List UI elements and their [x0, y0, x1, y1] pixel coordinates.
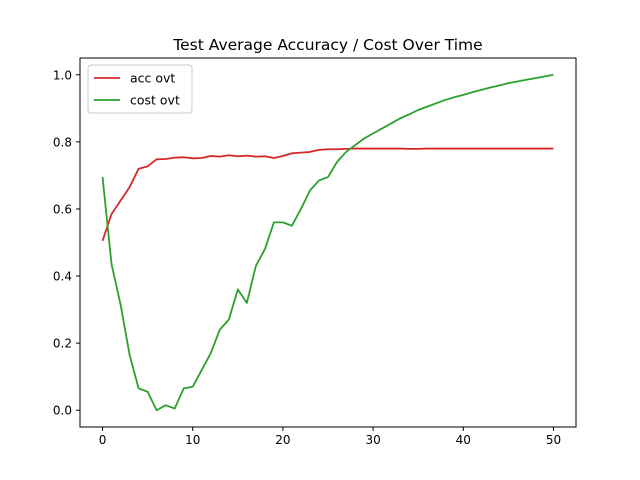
legend: acc ovt cost ovt — [87, 64, 193, 114]
series-line-acc-ovt — [101, 147, 554, 242]
legend-label: cost ovt — [130, 93, 180, 108]
legend-label: acc ovt — [130, 71, 175, 86]
x-tick-label: 50 — [546, 433, 561, 447]
legend-box — [87, 64, 193, 114]
x-tick-label: 20 — [275, 433, 290, 447]
y-tick-label: 0.4 — [53, 270, 72, 284]
y-tick-label: 1.0 — [53, 68, 72, 82]
series-line-cost-ovt — [101, 73, 554, 412]
x-tick-label: 40 — [456, 433, 471, 447]
x-tick-label: 30 — [365, 433, 380, 447]
chart-title: Test Average Accuracy / Cost Over Time — [172, 36, 482, 54]
y-tick-label: 0.6 — [53, 202, 72, 216]
watermark-text: 掘金技术社区 @ 布客飞龙 — [403, 445, 624, 467]
y-tick-label: 0.2 — [53, 337, 72, 351]
x-tick-label: 0 — [99, 433, 107, 447]
x-tick-label: 10 — [185, 433, 200, 447]
plot-area-frame — [79, 57, 577, 428]
y-tick-label: 0.0 — [53, 404, 72, 418]
y-tick-label: 0.8 — [53, 135, 72, 149]
